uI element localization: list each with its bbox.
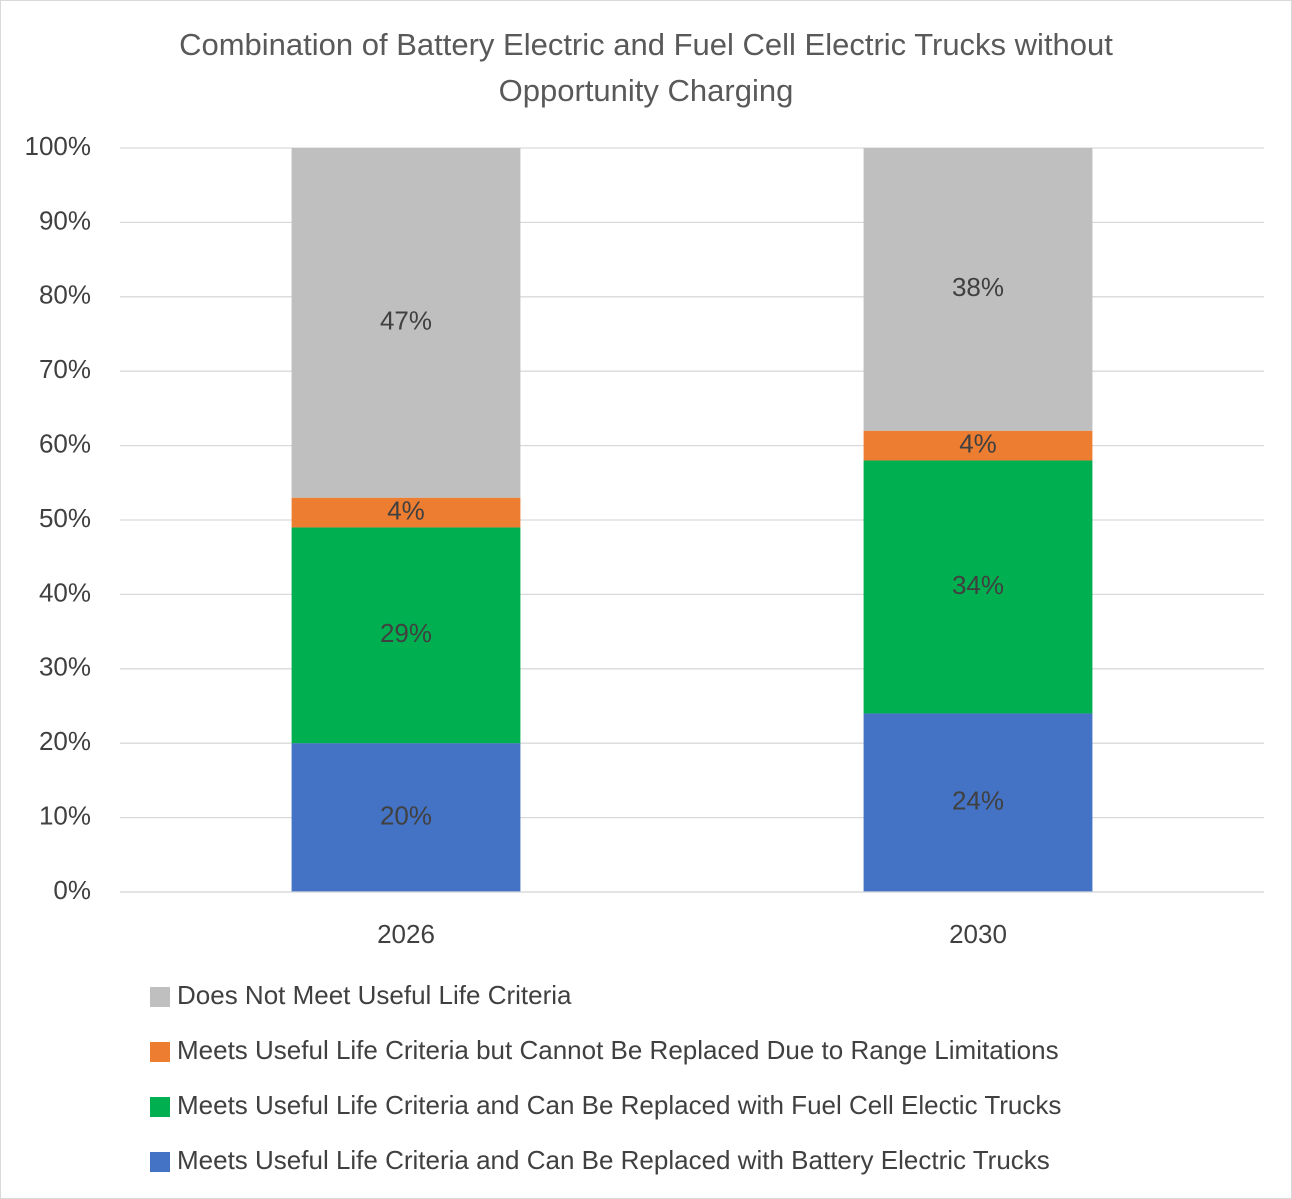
- y-tick-label: 100%: [25, 131, 92, 161]
- data-label: 4%: [387, 495, 425, 525]
- bar-segment: [863, 713, 1093, 892]
- y-tick-label: 30%: [39, 652, 91, 682]
- y-tick-label: 40%: [39, 577, 91, 607]
- data-label: 38%: [952, 272, 1004, 302]
- bar-segment: [863, 148, 1093, 431]
- data-label: 24%: [952, 786, 1004, 816]
- data-label: 47%: [380, 306, 432, 336]
- legend-label: Meets Useful Life Criteria but Cannot Be…: [177, 1035, 1059, 1065]
- y-tick-label: 0%: [53, 875, 91, 905]
- y-tick-label: 70%: [39, 354, 91, 384]
- bar-segment: [863, 460, 1093, 714]
- bar-segment: [291, 148, 521, 498]
- y-tick-label: 60%: [39, 428, 91, 458]
- y-tick-label: 20%: [39, 726, 91, 756]
- data-label: 4%: [959, 428, 997, 458]
- data-label: 29%: [380, 618, 432, 648]
- legend-swatch: [150, 1097, 170, 1117]
- x-tick-label: 2026: [377, 919, 435, 949]
- y-tick-label: 10%: [39, 800, 91, 830]
- legend-label: Meets Useful Life Criteria and Can Be Re…: [177, 1090, 1061, 1120]
- bar-segment: [291, 527, 521, 744]
- legend-label: Does Not Meet Useful Life Criteria: [177, 980, 572, 1010]
- bar-segment: [291, 743, 521, 892]
- data-label: 34%: [952, 570, 1004, 600]
- bar-segment: [291, 497, 521, 528]
- y-tick-label: 90%: [39, 205, 91, 235]
- bar-segment: [863, 430, 1093, 461]
- chart-title: Combination of Battery Electric and Fuel…: [179, 27, 1113, 108]
- legend-swatch: [150, 1152, 170, 1172]
- x-tick-label: 2030: [949, 919, 1007, 949]
- legend-swatch: [150, 1042, 170, 1062]
- legend-swatch: [150, 987, 170, 1007]
- data-label: 20%: [380, 800, 432, 830]
- y-tick-label: 80%: [39, 280, 91, 310]
- y-tick-label: 50%: [39, 503, 91, 533]
- legend-label: Meets Useful Life Criteria and Can Be Re…: [177, 1145, 1050, 1175]
